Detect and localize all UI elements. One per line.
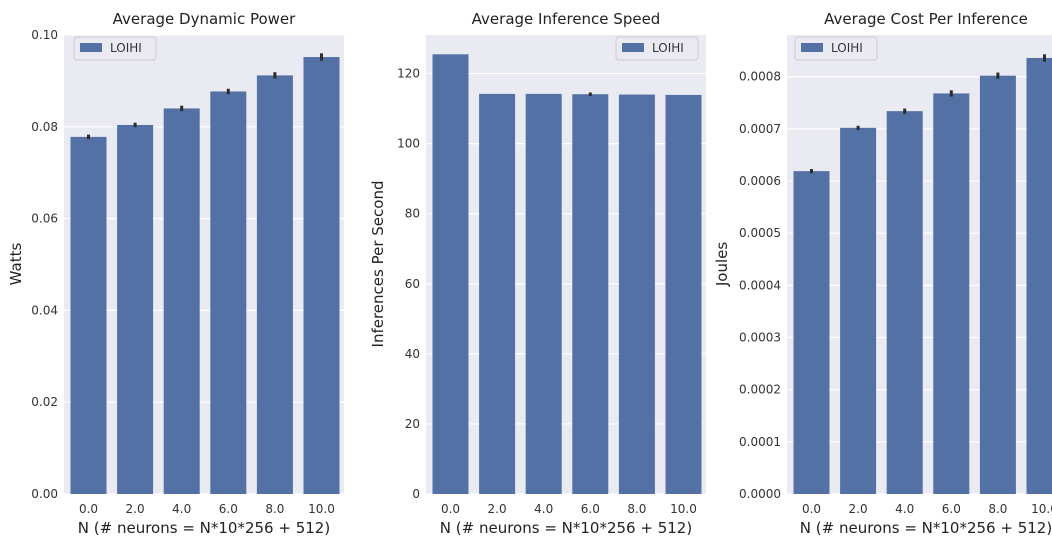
bar (210, 91, 247, 494)
x-tick-labels: 0.0 2.0 4.0 6.0 8.0 10.0 (441, 502, 697, 516)
y-tick-label: 0.0005 (739, 226, 781, 240)
legend-label: LOIHI (831, 41, 863, 55)
x-tick-label: 2.0 (126, 502, 145, 516)
grid-lines (64, 34, 344, 495)
x-axis-label: N (# neurons = N*10*256 + 512) (440, 519, 692, 537)
bars (793, 57, 1052, 495)
x-tick-labels: 0.0 2.0 4.0 6.0 8.0 10.0 (79, 502, 335, 516)
y-tick-label: 0.00 (31, 487, 58, 501)
legend: LOIHI (794, 36, 878, 61)
x-tick-label: 6.0 (942, 502, 961, 516)
bar (665, 94, 702, 494)
y-tick-label: 0.06 (31, 212, 58, 226)
y-tick-label: 0.04 (31, 303, 58, 317)
bars (432, 54, 702, 495)
bar (933, 93, 970, 494)
error-bars (810, 54, 1046, 174)
bar (840, 127, 877, 494)
bar (70, 136, 107, 494)
legend-swatch (801, 43, 823, 52)
y-tick-label: 0 (412, 487, 420, 501)
x-axis-label: N (# neurons = N*10*256 + 512) (78, 519, 330, 537)
x-tick-label: 4.0 (895, 502, 914, 516)
x-tick-label: 4.0 (172, 502, 191, 516)
plot-area (64, 35, 344, 494)
x-tick-label: 8.0 (265, 502, 284, 516)
y-tick-label: 0.0004 (739, 278, 781, 292)
bar (572, 94, 609, 494)
bar (256, 75, 293, 494)
legend-swatch (622, 43, 644, 52)
error-bars (87, 53, 323, 140)
panel-dynamic-power: 0.00 0.02 0.04 0.06 0.08 0.10 0.0 2.0 4.0 6.0 8.0… (7, 10, 344, 537)
y-tick-labels: 0.0000 0.0001 0.0002 0.0003 0.0004 0.0005 0.00… (739, 70, 781, 501)
y-tick-label: 0.02 (31, 395, 58, 409)
bar (1026, 57, 1052, 494)
y-tick-label: 60 (405, 277, 420, 291)
x-tick-label: 10.0 (670, 502, 697, 516)
chart-title: Average Inference Speed (472, 10, 661, 28)
x-tick-labels: 0.0 2.0 4.0 6.0 8.0 10.0 (802, 502, 1052, 516)
legend-box (794, 36, 878, 61)
bar (163, 108, 200, 494)
y-axis-label: Joules (713, 242, 731, 288)
x-tick-label: 10.0 (1031, 502, 1052, 516)
y-tick-label: 20 (405, 417, 420, 431)
legend-box (615, 36, 699, 61)
y-tick-label: 0.0007 (739, 122, 781, 136)
x-tick-label: 2.0 (849, 502, 868, 516)
legend-label: LOIHI (652, 41, 684, 55)
x-tick-label: 4.0 (534, 502, 553, 516)
y-axis-label: Watts (7, 243, 25, 286)
x-tick-label: 0.0 (802, 502, 821, 516)
y-axis-label: Inferences Per Second (369, 181, 387, 348)
panel-cost-per-inference: 0.00000.00010.00020.00030.00040.00050.00… (713, 10, 1052, 537)
chart-title: Average Cost Per Inference (824, 10, 1028, 28)
y-tick-label: 0.0008 (739, 70, 781, 84)
bar (432, 54, 469, 494)
x-tick-label: 8.0 (988, 502, 1007, 516)
plot-area (426, 35, 706, 494)
y-tick-label: 0.0002 (739, 383, 781, 397)
y-tick-label: 0.08 (31, 120, 58, 134)
y-tick-label: 0.0003 (739, 331, 781, 345)
grid-lines (426, 72, 706, 495)
x-tick-label: 6.0 (219, 502, 238, 516)
y-tick-label: 120 (397, 67, 420, 81)
legend-box (73, 36, 157, 61)
x-tick-label: 8.0 (627, 502, 646, 516)
bar (525, 93, 562, 494)
bars (70, 57, 340, 495)
legend: LOIHI (615, 36, 699, 61)
y-tick-labels: 0.00 0.02 0.04 0.06 0.08 0.10 (31, 28, 58, 501)
bar (979, 75, 1016, 495)
y-tick-label: 0.10 (31, 28, 58, 42)
y-tick-label: 0.0001 (739, 435, 781, 449)
bar (303, 57, 340, 494)
bar (793, 171, 830, 494)
y-tick-label: 40 (405, 347, 420, 361)
bar (117, 124, 154, 495)
bar (618, 94, 655, 495)
y-tick-label: 0.0000 (739, 487, 781, 501)
y-tick-label: 0.0006 (739, 174, 781, 188)
legend-swatch (80, 43, 102, 52)
x-tick-label: 6.0 (581, 502, 600, 516)
y-tick-label: 80 (405, 207, 420, 221)
legend-label: LOIHI (110, 41, 142, 55)
bar (886, 111, 923, 494)
panel-inference-speed: 0 20 40 60 80 100 120 0.0 2.0 4.0 6.0 8.0 10.0 Aver… (369, 10, 706, 537)
legend: LOIHI (73, 36, 157, 61)
x-tick-label: 2.0 (488, 502, 507, 516)
x-tick-label: 10.0 (308, 502, 335, 516)
x-tick-label: 0.0 (441, 502, 460, 516)
chart-title: Average Dynamic Power (113, 10, 296, 28)
y-tick-label: 100 (397, 137, 420, 151)
y-tick-labels: 0 20 40 60 80 100 120 (397, 67, 420, 501)
bar (479, 93, 516, 494)
x-tick-label: 0.0 (79, 502, 98, 516)
x-axis-label: N (# neurons = N*10*256 + 512) (800, 519, 1052, 537)
